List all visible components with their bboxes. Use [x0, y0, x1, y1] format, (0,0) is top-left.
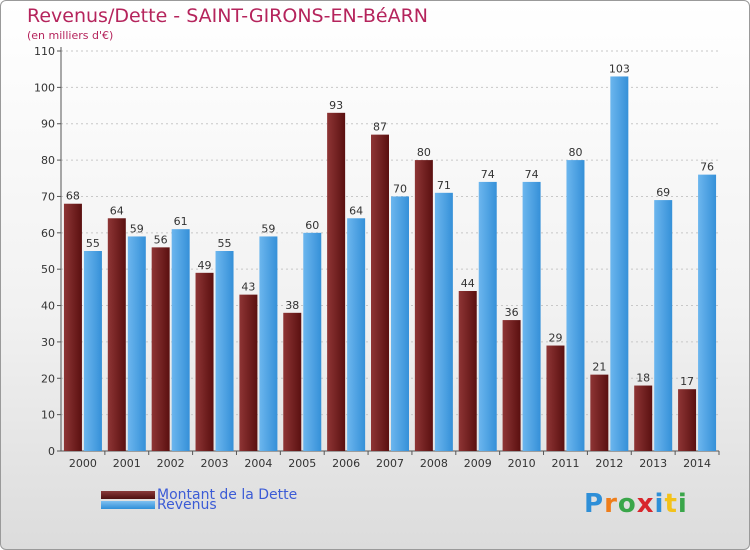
revenue-label-2002: 61 — [174, 215, 188, 228]
revenue-bar-2006 — [347, 218, 366, 451]
chart-title: Revenus/Dette - SAINT-GIRONS-EN-BéARN — [27, 5, 428, 27]
debt-label-2004: 43 — [241, 281, 255, 294]
revenue-bar-2001 — [127, 236, 146, 451]
x-tick-label-2003: 2003 — [201, 457, 229, 470]
revenue-label-2000: 55 — [86, 237, 100, 250]
y-tick-label-40: 40 — [41, 300, 55, 313]
x-tick-label-2008: 2008 — [420, 457, 448, 470]
debt-bar-2003 — [195, 272, 214, 451]
x-tick-label-2009: 2009 — [464, 457, 492, 470]
x-tick-label-2000: 2000 — [69, 457, 97, 470]
x-tick-label-2006: 2006 — [332, 457, 360, 470]
x-tick-label-2007: 2007 — [376, 457, 404, 470]
y-tick-label-60: 60 — [41, 227, 55, 240]
revenue-label-2010: 74 — [525, 168, 539, 181]
x-tick-label-2010: 2010 — [508, 457, 536, 470]
debt-label-2002: 56 — [154, 233, 168, 246]
x-tick-label-2011: 2011 — [551, 457, 579, 470]
revenue-label-2012: 103 — [609, 62, 630, 75]
y-tick-label-110: 110 — [34, 45, 55, 58]
revenue-bar-2009 — [478, 181, 497, 451]
revenue-label-2007: 70 — [393, 182, 407, 195]
revenue-bar-2011 — [566, 160, 585, 451]
revenue-label-2009: 74 — [481, 168, 495, 181]
legend-swatch-revenue — [101, 501, 155, 509]
debt-bar-2012 — [590, 374, 609, 451]
revenue-bar-2014 — [698, 174, 717, 452]
revenue-label-2011: 80 — [568, 146, 582, 159]
x-tick-label-2005: 2005 — [288, 457, 316, 470]
legend-item-revenue: Revenus — [101, 497, 297, 513]
debt-bar-2014 — [678, 389, 697, 451]
debt-bar-2010 — [502, 320, 521, 451]
revenue-label-2014: 76 — [700, 161, 714, 174]
x-tick-label-2013: 2013 — [639, 457, 667, 470]
debt-label-2005: 38 — [285, 299, 299, 312]
revenue-bar-2005 — [303, 232, 322, 451]
revenue-bar-2003 — [215, 251, 234, 451]
revenue-label-2006: 64 — [349, 204, 363, 217]
revenue-label-2005: 60 — [305, 219, 319, 232]
y-tick-label-10: 10 — [41, 409, 55, 422]
legend-swatch-debt — [101, 491, 155, 499]
debt-label-2014: 17 — [680, 375, 694, 388]
y-tick-label-100: 100 — [34, 81, 55, 94]
debt-bar-2000 — [63, 203, 82, 451]
x-tick-label-2014: 2014 — [683, 457, 711, 470]
revenue-bar-2013 — [654, 200, 673, 451]
debt-label-2003: 49 — [198, 259, 212, 272]
x-tick-label-2001: 2001 — [113, 457, 141, 470]
debt-bar-2005 — [283, 312, 302, 451]
debt-bar-2008 — [414, 160, 433, 451]
x-tick-label-2002: 2002 — [157, 457, 185, 470]
debt-bar-2013 — [634, 385, 653, 451]
revenue-label-2001: 59 — [130, 222, 144, 235]
debt-bar-2006 — [327, 112, 346, 452]
debt-bar-2011 — [546, 345, 565, 451]
y-tick-label-0: 0 — [48, 445, 55, 458]
legend-label-debt: Montant de la Dette — [157, 487, 298, 503]
debt-label-2013: 18 — [636, 372, 650, 385]
legend: Montant de la Dette Revenus — [101, 487, 297, 513]
debt-bar-2002 — [151, 247, 170, 451]
revenue-label-2013: 69 — [656, 186, 670, 199]
debt-label-2008: 80 — [417, 146, 431, 159]
revenue-label-2008: 71 — [437, 179, 451, 192]
debt-bar-2004 — [239, 294, 258, 451]
debt-label-2006: 93 — [329, 99, 343, 112]
revenue-bar-2010 — [522, 181, 541, 451]
x-tick-label-2004: 2004 — [244, 457, 272, 470]
revenue-bar-2002 — [171, 229, 190, 451]
debt-label-2009: 44 — [461, 277, 475, 290]
debt-bar-2001 — [107, 218, 126, 451]
revenue-bar-2012 — [610, 76, 629, 452]
debt-label-2010: 36 — [505, 306, 519, 319]
debt-bar-2007 — [371, 134, 389, 452]
debt-label-2007: 87 — [373, 121, 387, 134]
y-tick-label-30: 30 — [41, 336, 55, 349]
revenue-bar-2008 — [434, 192, 453, 451]
x-tick-label-2012: 2012 — [595, 457, 623, 470]
debt-bar-2009 — [458, 291, 477, 451]
y-tick-label-70: 70 — [41, 190, 55, 203]
proxiti-logo: Proxiti — [584, 489, 688, 519]
chart-subtitle: (en milliers d'€) — [27, 29, 114, 42]
legend-item-debt: Montant de la Dette — [101, 487, 297, 503]
revenue-bar-2007 — [391, 196, 409, 451]
debt-label-2000: 68 — [66, 190, 80, 203]
revenue-label-2003: 55 — [218, 237, 232, 250]
revenue-label-2004: 59 — [261, 222, 275, 235]
legend-label-revenue: Revenus — [157, 497, 217, 513]
debt-label-2011: 29 — [548, 332, 562, 345]
y-tick-label-90: 90 — [41, 118, 55, 131]
y-tick-label-80: 80 — [41, 154, 55, 167]
debt-label-2001: 64 — [110, 204, 124, 217]
y-tick-label-20: 20 — [41, 372, 55, 385]
debt-label-2012: 21 — [592, 361, 606, 374]
revenue-bar-2000 — [83, 251, 102, 451]
revenue-bar-2004 — [259, 236, 278, 451]
y-tick-label-50: 50 — [41, 263, 55, 276]
